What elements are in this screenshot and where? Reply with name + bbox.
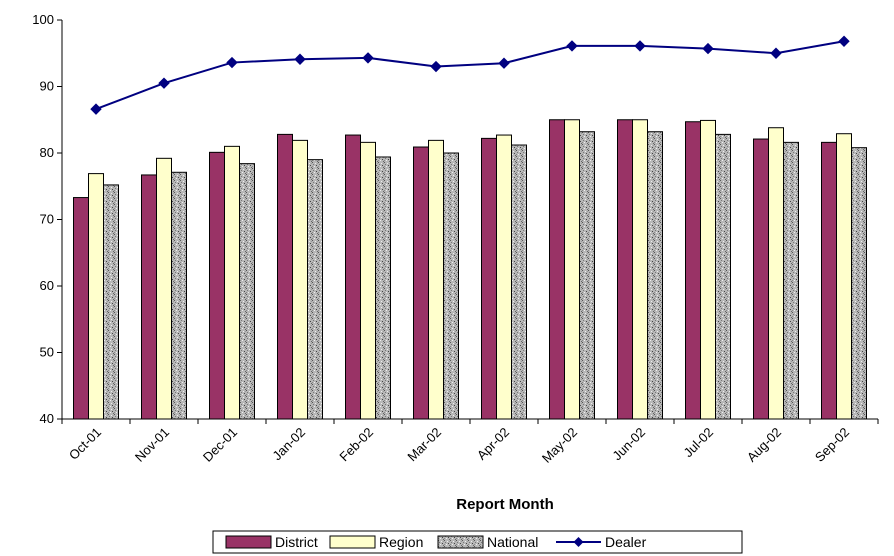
x-tick-label: Oct-01 xyxy=(66,425,104,463)
y-tick-label: 50 xyxy=(40,345,54,360)
x-tick-label: Dec-01 xyxy=(200,425,240,465)
bar-district xyxy=(209,151,225,420)
bar-national xyxy=(851,147,867,420)
legend-label-district: District xyxy=(275,534,318,550)
x-axis-title: Report Month xyxy=(456,496,553,513)
point-dealer xyxy=(430,60,442,73)
point-dealer xyxy=(702,42,714,55)
x-tick-label: Aug-02 xyxy=(744,425,784,465)
legend-swatch-region xyxy=(329,535,376,549)
x-tick-label: Jan-02 xyxy=(269,425,308,464)
bar-region xyxy=(292,139,308,420)
point-dealer xyxy=(634,40,646,52)
bar-national xyxy=(715,133,731,420)
bar-region xyxy=(836,133,852,420)
x-tick-label: Jun-02 xyxy=(609,425,648,464)
x-tick-label: Jul-02 xyxy=(680,425,716,461)
bar-district xyxy=(277,133,293,420)
y-tick-label: 90 xyxy=(40,79,54,94)
bar-region xyxy=(360,141,376,420)
line-dealer xyxy=(95,40,845,111)
bar-national xyxy=(511,144,527,420)
bar-region xyxy=(156,157,172,420)
bar-district xyxy=(821,141,837,420)
point-dealer xyxy=(90,103,102,115)
legend-label-national: National xyxy=(487,534,538,550)
bar-national xyxy=(783,141,799,420)
bar-district xyxy=(549,119,565,420)
bar-national xyxy=(239,163,255,420)
legend-label-dealer: Dealer xyxy=(605,534,647,550)
x-tick-label: Feb-02 xyxy=(336,425,376,465)
bar-district xyxy=(73,197,89,420)
bar-region xyxy=(88,173,104,420)
y-tick-label: 80 xyxy=(40,145,54,160)
bar-district xyxy=(141,174,157,420)
bar-district xyxy=(413,146,429,420)
bar-national xyxy=(647,131,663,420)
bar-region xyxy=(768,127,784,420)
y-tick-label: 70 xyxy=(40,212,54,227)
point-dealer xyxy=(226,56,238,69)
bar-region xyxy=(428,139,444,420)
bar-region xyxy=(700,119,716,420)
bar-district xyxy=(481,137,497,420)
legend: District Region National Dealer xyxy=(212,530,743,554)
bar-national xyxy=(443,152,459,420)
bar-national xyxy=(579,131,595,420)
point-dealer xyxy=(158,77,170,89)
point-dealer xyxy=(770,47,782,59)
bar-region xyxy=(564,119,580,420)
bar-national xyxy=(307,159,323,420)
legend-label-region: Region xyxy=(379,534,423,550)
bar-district xyxy=(345,134,361,420)
plot-area xyxy=(73,35,867,420)
bar-national xyxy=(375,156,391,420)
x-axis: Oct-01 Nov-01 Dec-01 Jan-02 Feb-02 Mar-02 Apr-… xyxy=(61,418,879,466)
bar-district xyxy=(685,121,701,420)
x-tick-label: Mar-02 xyxy=(404,425,444,465)
point-dealer xyxy=(498,57,510,69)
y-tick-label: 60 xyxy=(40,278,54,293)
point-dealer xyxy=(362,52,374,64)
legend-marker-dealer xyxy=(573,537,584,547)
x-tick-label: Nov-01 xyxy=(132,425,172,465)
bar-region xyxy=(496,134,512,420)
legend-swatch-national xyxy=(437,535,484,549)
bar-national xyxy=(103,184,119,420)
bar-district xyxy=(617,119,633,420)
y-axis: 40 50 60 70 80 90 100 xyxy=(32,12,63,426)
point-dealer xyxy=(566,40,578,52)
x-tick-label: Sep-02 xyxy=(812,425,852,465)
x-tick-label: Apr-02 xyxy=(474,425,512,463)
bar-region xyxy=(224,145,240,420)
point-dealer xyxy=(838,35,850,47)
point-dealer xyxy=(294,53,306,65)
x-tick-label: May-02 xyxy=(539,425,580,466)
legend-swatch-district xyxy=(225,535,272,549)
y-tick-label: 40 xyxy=(40,411,54,426)
y-tick-label: 100 xyxy=(32,12,54,27)
bar-national xyxy=(171,171,187,420)
bar-district xyxy=(753,138,769,420)
bar-region xyxy=(632,119,648,420)
